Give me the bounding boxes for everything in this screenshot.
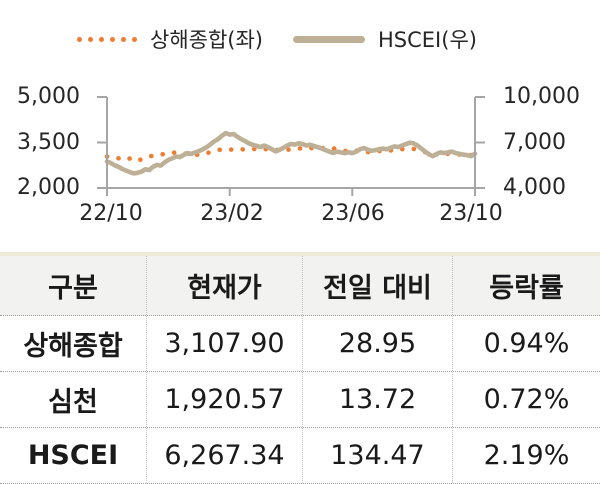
header-cell-current-price: 현재가: [147, 256, 303, 315]
row-label: 심천: [0, 372, 147, 427]
solid-line-marker-icon: [293, 35, 365, 43]
header-cell-change-rate: 등락률: [489, 273, 564, 304]
right-axis-tick: 10,000: [503, 84, 580, 109]
change-cell: 13.72: [303, 372, 453, 427]
table-row-shenzhen: 심천 1,920.57 13.72 0.72%: [0, 372, 600, 428]
index-chart: 상해종합(좌) HSCEI(우): [0, 0, 600, 235]
legend-item-hscei: HSCEI(우): [293, 24, 477, 54]
rate-cell: 2.19%: [483, 440, 570, 471]
header-cell-daily-change: 전일 대비: [303, 256, 453, 315]
price-cell: 3,107.90: [147, 316, 303, 371]
price-cell: 6,267.34: [147, 428, 303, 483]
left-axis-tick: 2,000: [17, 175, 80, 200]
axes: [97, 96, 485, 196]
price-cell: 1,920.57: [147, 372, 303, 427]
legend-item-shanghai: 상해종합(좌): [77, 24, 263, 54]
plot-area: 5,000 3,500 2,000 10,000 7,000 4,000 22/…: [0, 0, 600, 235]
left-axis-tick: 3,500: [17, 129, 80, 155]
right-axis-tick: 7,000: [503, 129, 566, 155]
table-row-hscei: HSCEI 6,267.34 134.47 2.19%: [0, 428, 600, 484]
change-cell: 134.47: [303, 428, 453, 483]
chart-canvas: [97, 96, 485, 196]
legend-label-hscei: HSCEI(우): [378, 28, 477, 52]
right-axis-tick: 4,000: [503, 175, 566, 200]
header-cell-category: 구분: [0, 256, 147, 315]
row-label: HSCEI: [0, 428, 147, 483]
rate-cell: 0.72%: [483, 384, 570, 415]
x-axis-tick: 23/02: [200, 201, 264, 226]
rate-cell: 0.94%: [483, 328, 570, 359]
row-label: 상해종합: [0, 316, 147, 371]
x-axis-tick: 22/10: [79, 201, 143, 226]
table-row-shanghai: 상해종합 3,107.90 28.95 0.94%: [0, 316, 600, 372]
legend-label-shanghai: 상해종합(좌): [150, 28, 263, 52]
table-top-border: [0, 252, 600, 256]
dotted-line-marker-icon: [77, 36, 137, 42]
table-header-row: 구분 현재가 전일 대비 등락률: [0, 256, 600, 316]
x-axis-tick: 23/06: [321, 201, 385, 226]
left-axis-tick: 5,000: [17, 84, 80, 109]
chart-legend: 상해종합(좌) HSCEI(우): [77, 26, 477, 52]
change-cell: 28.95: [303, 316, 453, 371]
index-quote-table: 구분 현재가 전일 대비 등락률 상해종합 3,107.90 28.95 0.9…: [0, 252, 600, 484]
x-axis-tick: 23/10: [439, 201, 503, 226]
